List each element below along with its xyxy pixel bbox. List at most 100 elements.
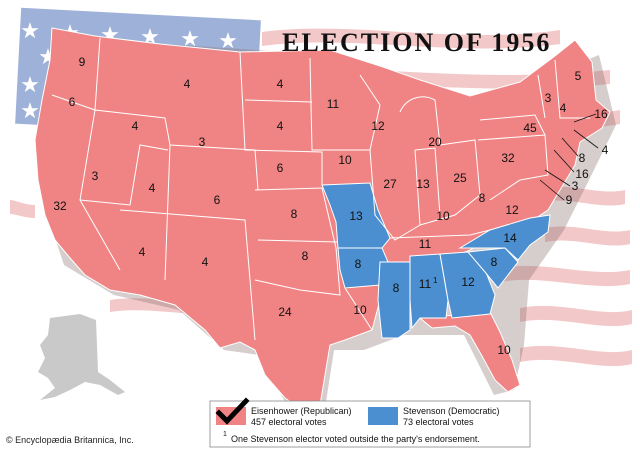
- ev-label-TX: 24: [278, 305, 292, 319]
- ev-label-OK: 8: [302, 249, 309, 263]
- state-border: [537, 74, 546, 119]
- state-border: [257, 239, 339, 243]
- ev-label-CT: 8: [579, 151, 586, 165]
- state-borders: [51, 37, 590, 341]
- flag-stripe: [540, 186, 625, 206]
- ev-label-WV: 8: [479, 191, 486, 205]
- ev-label-WI: 12: [371, 119, 385, 133]
- ev-label-MS: 8: [393, 281, 400, 295]
- flag-star-icon: ★: [20, 19, 40, 44]
- callout-line: [539, 179, 565, 201]
- state-FL: [418, 311, 521, 393]
- ev-label-NM: 4: [202, 255, 209, 269]
- ev-label-MO: 13: [349, 209, 363, 223]
- callout-line: [544, 169, 571, 187]
- state-border: [94, 37, 259, 191]
- state-MS: [377, 261, 411, 339]
- ev-label-NJ: 16: [575, 167, 589, 181]
- checkmark-icon: [215, 397, 250, 425]
- ev-label-KY: 10: [436, 209, 450, 223]
- alaska-shape: [38, 314, 125, 400]
- state-NC: [458, 214, 551, 261]
- callout-line: [553, 149, 575, 173]
- ev-label-ND: 4: [277, 77, 284, 91]
- flag-stripe: [520, 345, 632, 367]
- flag-star-icon: ★: [218, 29, 238, 54]
- flag-stripe: [545, 226, 630, 246]
- ev-label-PA: 32: [501, 151, 515, 165]
- ev-label-KS: 8: [291, 207, 298, 221]
- footnote-superscript-AL: 1: [433, 276, 438, 285]
- map-title: ELECTION OF 1956: [282, 28, 551, 57]
- ev-label-NH: 4: [560, 101, 567, 115]
- state-border: [369, 149, 421, 241]
- ev-label-SD: 4: [277, 119, 284, 133]
- state-border: [414, 147, 441, 216]
- ev-label-WA: 9: [79, 55, 86, 69]
- callout-line: [561, 137, 579, 157]
- ev-label-VT: 3: [545, 91, 552, 105]
- state-border: [554, 59, 590, 119]
- callout-line: [573, 113, 597, 123]
- ev-label-CO: 6: [214, 193, 221, 207]
- ev-label-NC: 14: [503, 231, 517, 245]
- ev-label-NY: 45: [523, 121, 537, 135]
- state-border: [51, 94, 121, 271]
- state-border: [479, 114, 546, 136]
- ev-label-SC: 8: [491, 255, 498, 269]
- ev-label-FL: 10: [497, 343, 511, 357]
- state-SC: [467, 247, 519, 289]
- legend-footnote-mark: 1: [223, 431, 227, 438]
- flag-star-icon: ★: [20, 73, 40, 98]
- ev-label-MD: 9: [566, 193, 573, 207]
- callout-line: [573, 129, 599, 149]
- ev-label-ID: 4: [132, 119, 139, 133]
- state-border: [79, 144, 169, 206]
- state-border: [399, 96, 441, 146]
- legend: Eisenhower (Republican) 457 electoral vo…: [209, 397, 531, 448]
- legend-democratic-votes: 73 electoral votes: [403, 417, 474, 427]
- ev-label-MT: 4: [184, 77, 191, 91]
- flag-stripe: [10, 200, 35, 218]
- flag-stripe: [500, 265, 630, 287]
- legend-swatch-democratic: [368, 407, 398, 425]
- ev-label-GA: 12: [461, 275, 475, 289]
- state-border: [254, 187, 341, 296]
- ev-label-VA: 12: [505, 203, 519, 217]
- ev-label-OR: 6: [69, 95, 76, 109]
- ev-label-WY: 3: [199, 135, 206, 149]
- ev-label-MA: 16: [594, 107, 608, 121]
- legend-republican-votes: 457 electoral votes: [251, 417, 327, 427]
- state-border: [164, 144, 171, 281]
- state-border: [119, 209, 256, 341]
- electoral-vote-labels: 9 6 32 3 4 4 3 4 6 4 4 4 4 6 8 8 24 11 1…: [53, 55, 608, 357]
- ev-label-DE: 3: [572, 179, 579, 193]
- ev-label-MI: 20: [428, 135, 442, 149]
- legend-democratic-name: Stevenson (Democratic): [403, 406, 500, 416]
- ev-label-IA: 10: [338, 153, 352, 167]
- callout-lines: [539, 113, 599, 201]
- ev-label-OH: 25: [453, 171, 467, 185]
- state-border: [244, 99, 313, 103]
- ev-label-CA: 32: [53, 199, 67, 213]
- flag-star-icon: ★: [180, 27, 200, 52]
- copyright-credit: © Encyclopædia Britannica, Inc.: [6, 435, 134, 445]
- ev-label-NE: 6: [277, 161, 284, 175]
- flag-stripe: [520, 305, 632, 327]
- state-border: [419, 139, 481, 226]
- legend-footnote: One Stevenson elector voted outside the …: [231, 434, 480, 444]
- state-border: [389, 229, 491, 239]
- ev-label-AZ: 4: [139, 245, 146, 259]
- ev-label-MN: 11: [327, 97, 340, 111]
- ev-label-AR: 8: [355, 257, 362, 271]
- state-border: [344, 287, 373, 331]
- flag-star-icon: ★: [20, 99, 40, 124]
- ev-label-RI: 4: [602, 143, 609, 157]
- ev-label-ME: 5: [575, 69, 582, 83]
- democratic-states: [321, 182, 551, 339]
- ev-label-TN: 11: [419, 237, 432, 251]
- ev-label-UT: 4: [149, 181, 156, 195]
- ev-label-NV: 3: [92, 169, 99, 183]
